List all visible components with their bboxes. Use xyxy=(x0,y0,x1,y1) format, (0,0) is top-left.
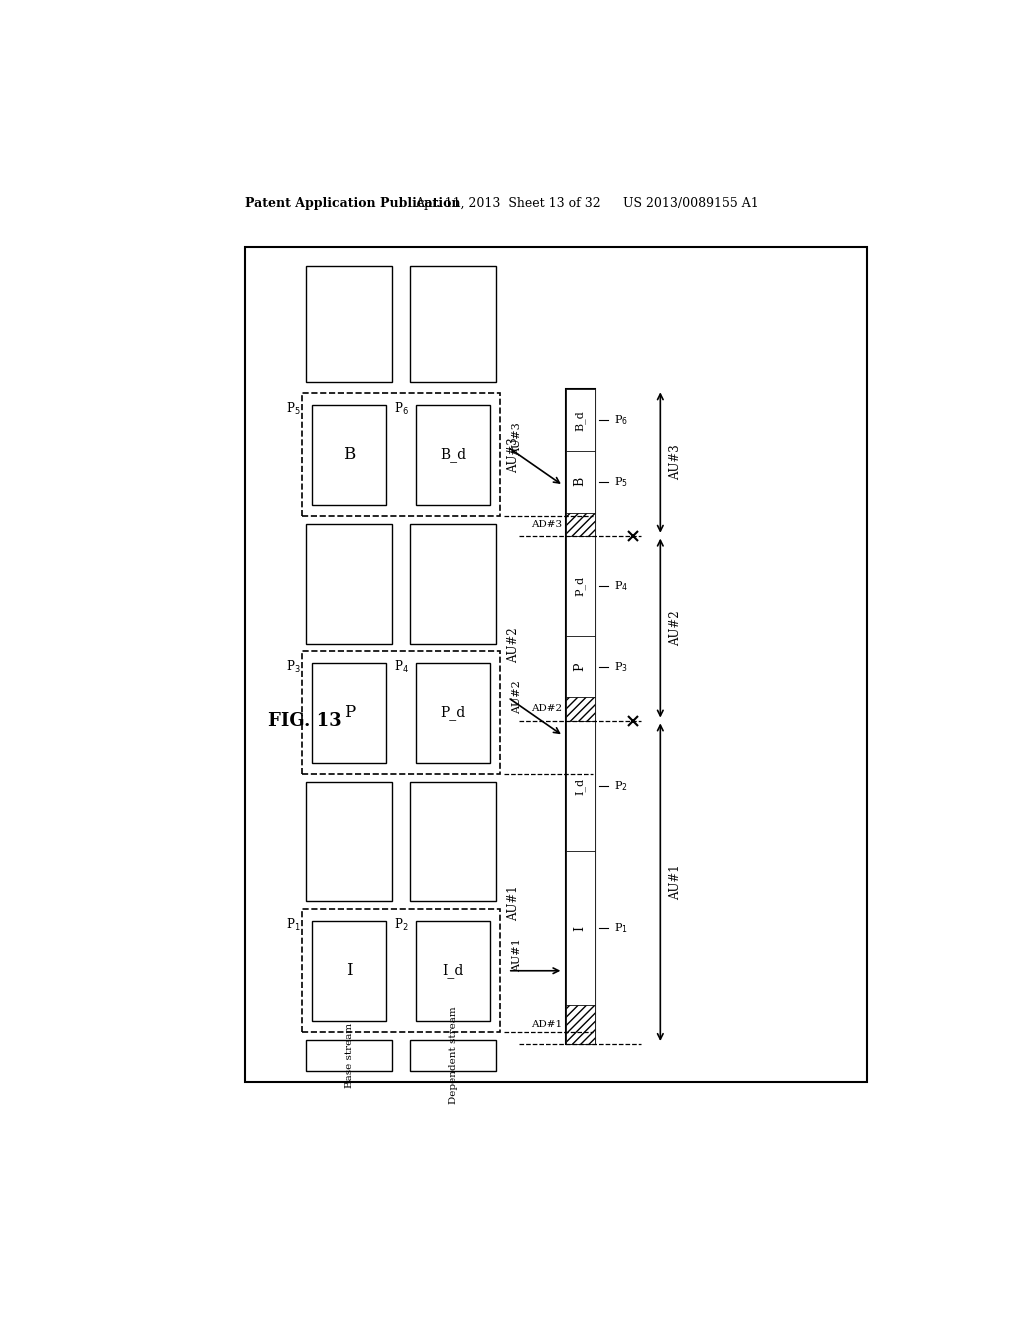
Text: AU#1: AU#1 xyxy=(508,886,520,921)
Text: AU#2: AU#2 xyxy=(670,610,683,645)
Text: P: P xyxy=(573,663,587,671)
Text: P$_3$: P$_3$ xyxy=(614,660,628,673)
Text: B_d: B_d xyxy=(574,409,586,430)
Text: P$_4$: P$_4$ xyxy=(394,659,409,675)
Bar xyxy=(565,389,595,1044)
Text: P$_1$: P$_1$ xyxy=(614,921,628,936)
Text: AU#2: AU#2 xyxy=(508,627,520,663)
Text: I: I xyxy=(573,925,587,931)
Text: Dependent stream: Dependent stream xyxy=(449,1007,458,1105)
Bar xyxy=(565,1006,595,1044)
Bar xyxy=(410,781,497,902)
Bar xyxy=(565,636,595,697)
Bar xyxy=(565,512,595,536)
Bar xyxy=(245,247,866,1082)
Bar xyxy=(565,851,595,1006)
Bar xyxy=(410,1040,497,1071)
Bar xyxy=(565,536,595,636)
Text: US 2013/0089155 A1: US 2013/0089155 A1 xyxy=(624,197,759,210)
Text: AU#2: AU#2 xyxy=(512,681,522,714)
Text: P_d: P_d xyxy=(574,576,586,595)
Text: P$_5$: P$_5$ xyxy=(286,401,301,417)
Text: P$_1$: P$_1$ xyxy=(287,917,301,933)
Bar xyxy=(416,663,490,763)
Text: FIG. 13: FIG. 13 xyxy=(267,711,341,730)
Bar xyxy=(565,697,595,721)
Text: P$_2$: P$_2$ xyxy=(394,917,409,933)
Text: AU#3: AU#3 xyxy=(670,445,683,480)
Bar xyxy=(565,721,595,851)
Bar xyxy=(312,921,386,1020)
Bar xyxy=(306,781,392,902)
Bar xyxy=(416,405,490,506)
Bar xyxy=(306,1040,392,1071)
Bar xyxy=(565,451,595,512)
Text: P: P xyxy=(344,705,355,721)
Text: P$_3$: P$_3$ xyxy=(286,659,301,675)
Text: B: B xyxy=(343,446,355,463)
Bar xyxy=(302,393,500,516)
Bar xyxy=(312,663,386,763)
Text: P$_2$: P$_2$ xyxy=(614,779,628,793)
Bar xyxy=(306,267,392,381)
Text: AU#3: AU#3 xyxy=(512,422,522,457)
Text: Apr. 11, 2013  Sheet 13 of 32: Apr. 11, 2013 Sheet 13 of 32 xyxy=(416,197,601,210)
Text: AD#3: AD#3 xyxy=(530,520,562,528)
Bar xyxy=(302,651,500,775)
Text: P$_6$: P$_6$ xyxy=(614,413,628,428)
Bar xyxy=(410,267,497,381)
Text: P$_5$: P$_5$ xyxy=(614,475,628,488)
Text: AU#1: AU#1 xyxy=(670,865,683,900)
Text: AU#3: AU#3 xyxy=(508,437,520,473)
Text: P_d: P_d xyxy=(440,705,466,721)
Text: AD#1: AD#1 xyxy=(530,1020,562,1030)
Bar xyxy=(565,389,595,451)
Bar xyxy=(302,909,500,1032)
Bar xyxy=(410,524,497,644)
Text: Base stream: Base stream xyxy=(345,1023,353,1088)
Text: B: B xyxy=(573,477,587,487)
Bar xyxy=(312,405,386,506)
Text: I: I xyxy=(346,962,352,979)
Text: I_d: I_d xyxy=(574,777,586,795)
Text: Patent Application Publication: Patent Application Publication xyxy=(245,197,460,210)
Bar xyxy=(306,524,392,644)
Text: B_d: B_d xyxy=(440,447,466,462)
Bar xyxy=(416,921,490,1020)
Text: AU#1: AU#1 xyxy=(512,939,522,973)
Text: P$_4$: P$_4$ xyxy=(614,579,629,593)
Text: P$_6$: P$_6$ xyxy=(394,401,409,417)
Text: I_d: I_d xyxy=(442,964,464,978)
Text: AD#2: AD#2 xyxy=(530,705,562,713)
